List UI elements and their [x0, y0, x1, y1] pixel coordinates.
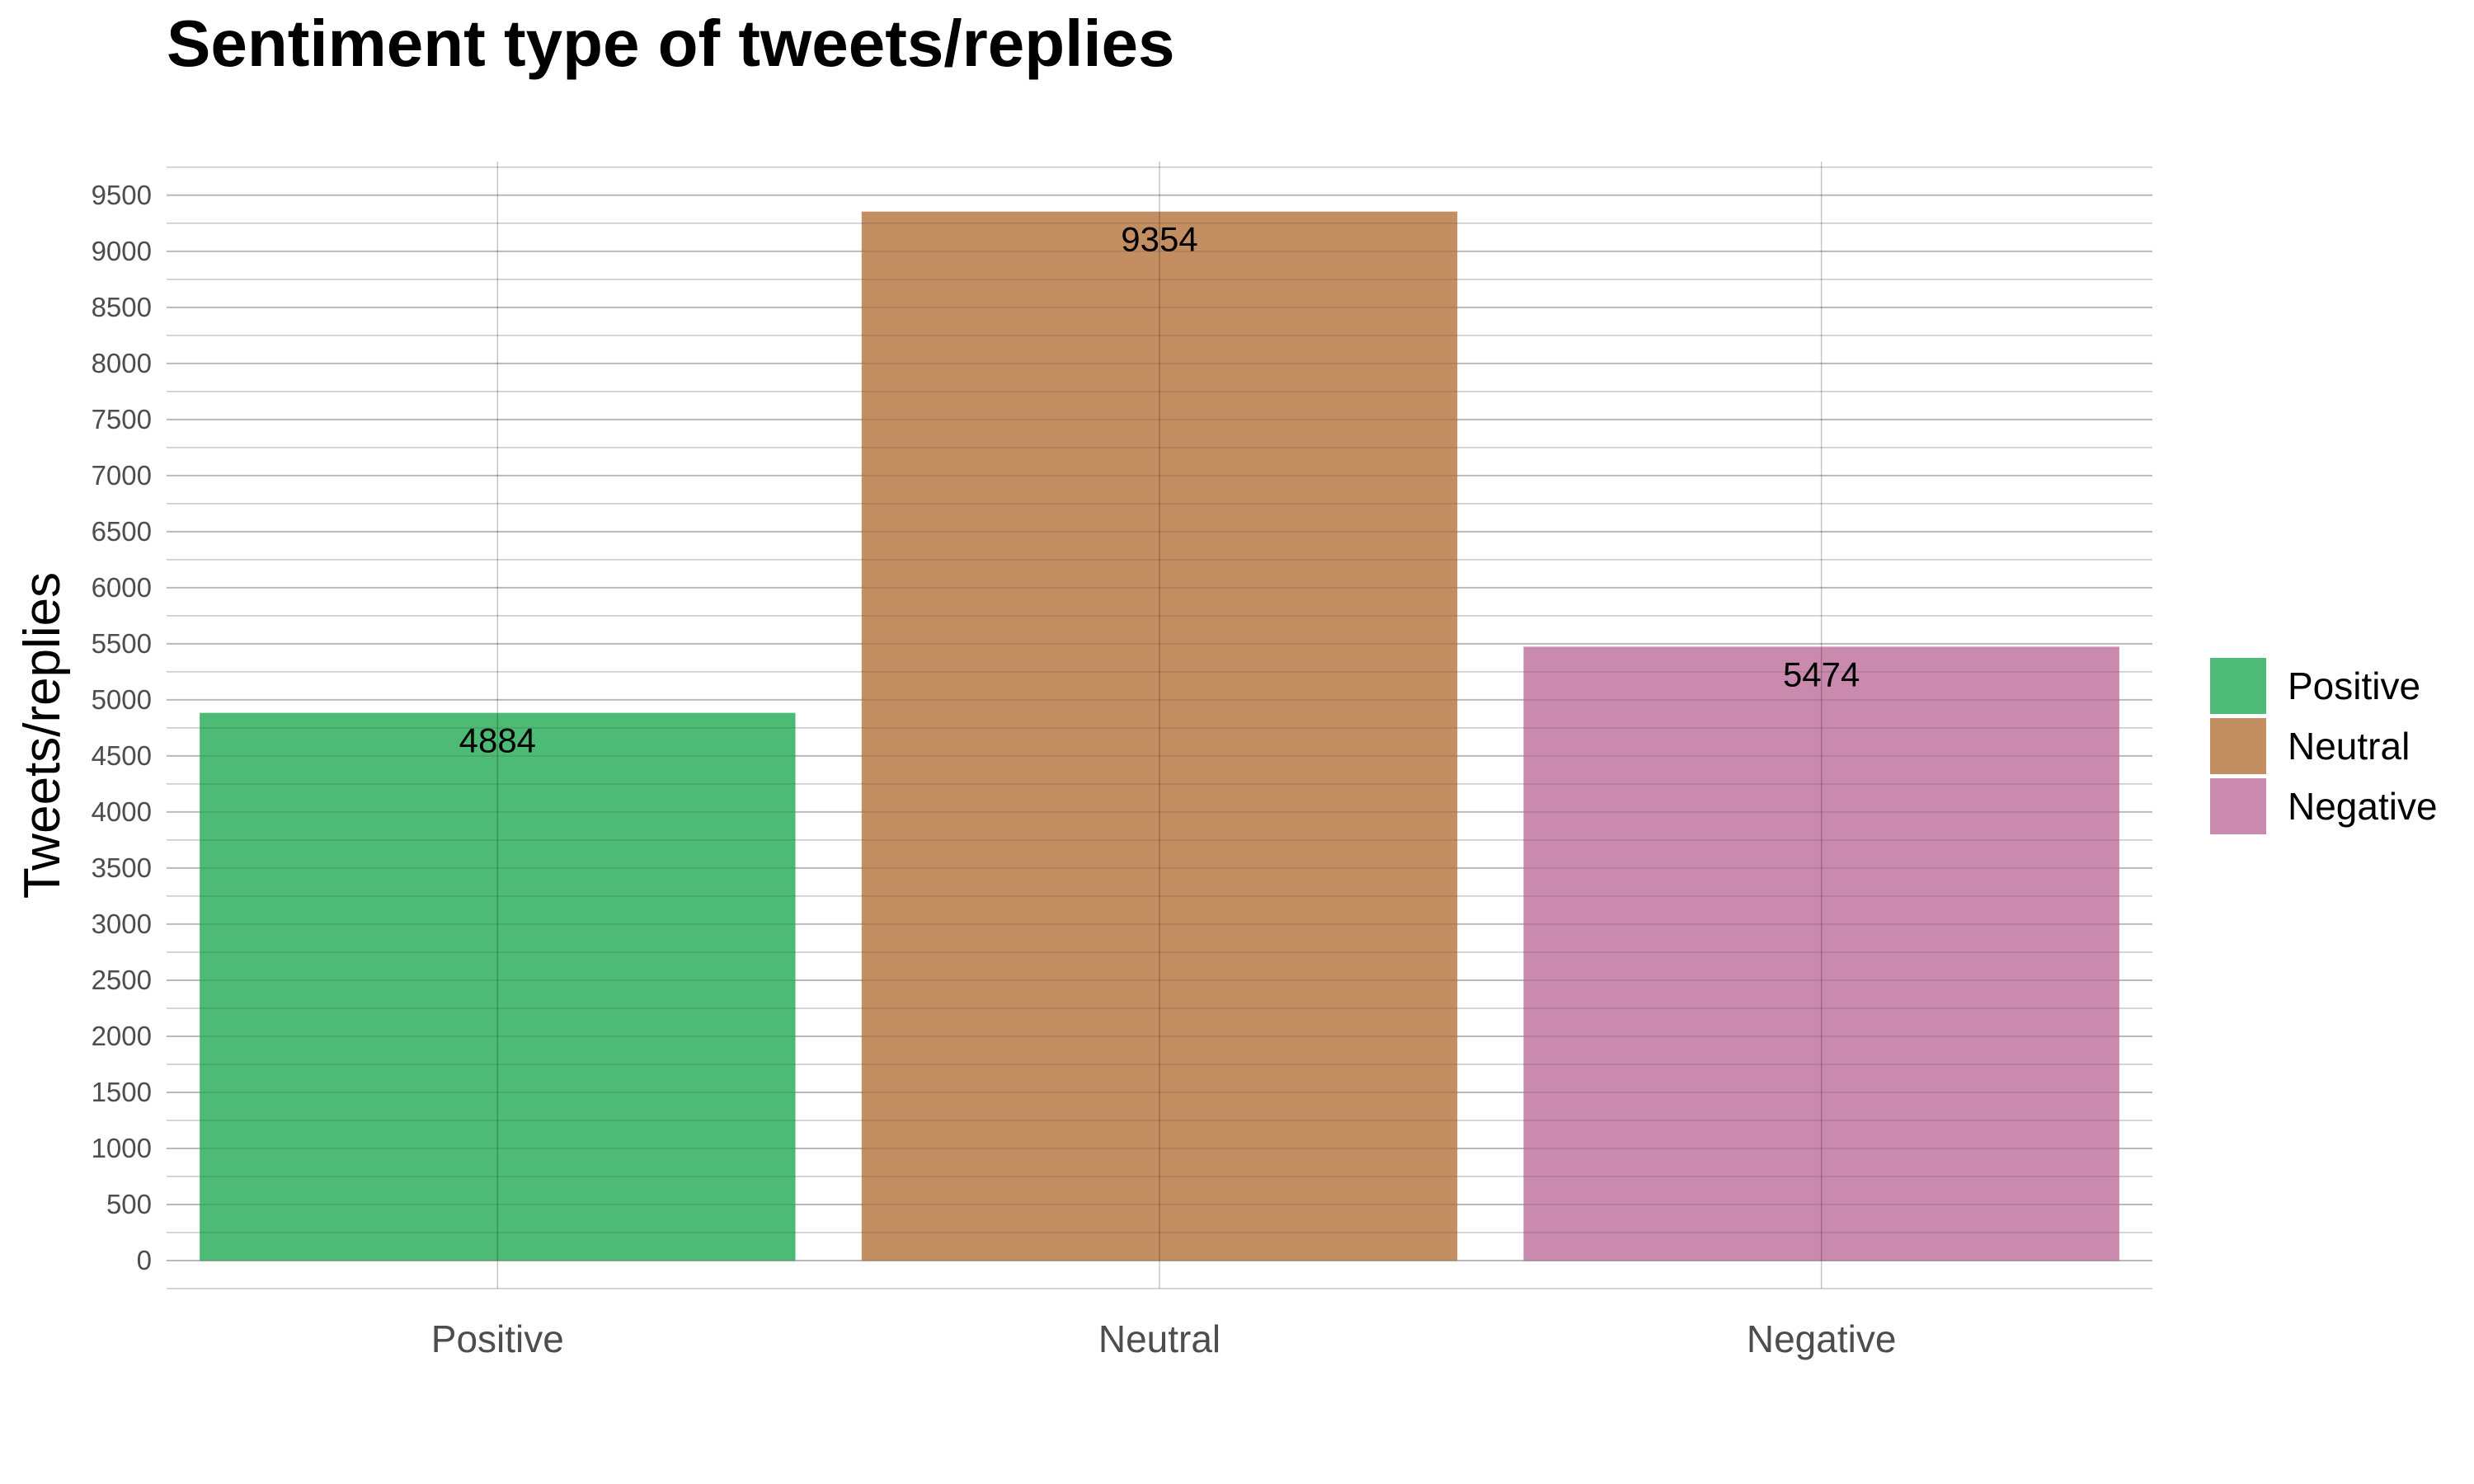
x-tick-label: Neutral — [1098, 1317, 1221, 1360]
x-tick-label: Positive — [431, 1317, 564, 1360]
bar-neutral — [861, 211, 1458, 1261]
vertical-grid-layer — [200, 162, 2119, 1289]
y-tick-label: 6500 — [92, 516, 152, 547]
y-tick-label: 5500 — [92, 628, 152, 659]
y-tick-label: 1500 — [92, 1077, 152, 1107]
x-tick-label: Negative — [1747, 1317, 1897, 1360]
legend-label: Positive — [2288, 665, 2420, 707]
legend-label: Negative — [2288, 785, 2438, 828]
data-label: 9354 — [1121, 220, 1197, 259]
legend-key-neutral — [2210, 718, 2266, 774]
y-tick-label: 8000 — [92, 348, 152, 378]
y-tick-label: 7000 — [92, 460, 152, 491]
y-tick-label: 6000 — [92, 572, 152, 603]
legend-label: Neutral — [2288, 725, 2410, 768]
legend-key-positive — [2210, 658, 2266, 714]
data-label: 4884 — [459, 721, 536, 760]
bars-layer — [200, 211, 2119, 1261]
y-tick-label: 500 — [106, 1189, 152, 1219]
bar-positive — [200, 712, 796, 1261]
legend-key-negative — [2210, 778, 2266, 834]
y-tick-label: 8500 — [92, 292, 152, 322]
y-axis-label: Tweets/replies — [14, 572, 71, 899]
y-tick-label: 4000 — [92, 796, 152, 827]
data-labels-layer: 4884 9354 5474 — [459, 220, 1860, 760]
y-tick-label: 7500 — [92, 404, 152, 434]
bar-negative — [1523, 646, 2119, 1261]
legend: Positive Neutral Negative — [2210, 658, 2438, 834]
data-label: 5474 — [1783, 655, 1860, 693]
chart-title: Sentiment type of tweets/replies — [167, 7, 1175, 80]
x-axis-ticks: Positive Neutral Negative — [431, 1317, 1897, 1360]
y-tick-label: 2500 — [92, 965, 152, 995]
y-tick-label: 5000 — [92, 684, 152, 715]
y-tick-label: 2000 — [92, 1021, 152, 1051]
y-tick-label: 4500 — [92, 740, 152, 771]
y-tick-label: 9000 — [92, 236, 152, 266]
y-tick-label: 0 — [137, 1245, 152, 1275]
y-tick-label: 9500 — [92, 180, 152, 210]
y-tick-label: 3500 — [92, 852, 152, 883]
y-tick-label: 1000 — [92, 1133, 152, 1163]
y-axis-ticks: 0 500 1000 1500 2000 2500 3000 3500 4000 4500 5000… — [92, 180, 152, 1275]
y-tick-label: 3000 — [92, 909, 152, 939]
